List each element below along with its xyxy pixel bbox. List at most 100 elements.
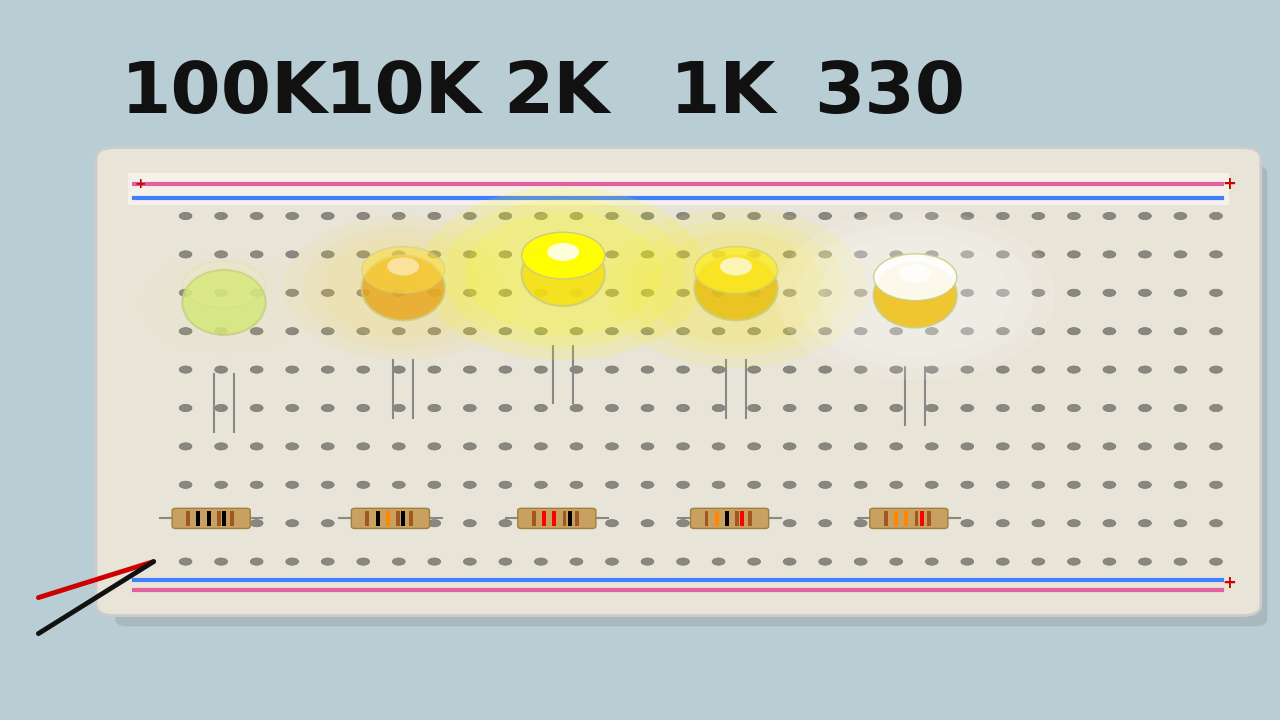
Circle shape xyxy=(854,558,867,565)
Bar xyxy=(410,511,413,526)
Circle shape xyxy=(1174,289,1187,297)
Circle shape xyxy=(783,405,796,412)
Circle shape xyxy=(393,289,406,297)
Circle shape xyxy=(1032,366,1044,373)
Bar xyxy=(218,511,221,526)
Circle shape xyxy=(428,289,440,297)
Circle shape xyxy=(1103,212,1116,220)
Circle shape xyxy=(1103,251,1116,258)
Circle shape xyxy=(890,443,902,450)
Circle shape xyxy=(890,212,902,220)
Circle shape xyxy=(463,212,476,220)
Circle shape xyxy=(1068,443,1080,450)
Circle shape xyxy=(393,558,406,565)
Bar xyxy=(704,511,709,526)
Circle shape xyxy=(321,481,334,488)
Circle shape xyxy=(1103,558,1116,565)
Circle shape xyxy=(393,328,406,335)
Circle shape xyxy=(819,558,832,565)
Circle shape xyxy=(605,328,618,335)
Circle shape xyxy=(570,251,582,258)
Circle shape xyxy=(890,405,902,412)
Circle shape xyxy=(1032,405,1044,412)
Circle shape xyxy=(499,520,512,527)
Circle shape xyxy=(570,366,582,373)
Circle shape xyxy=(641,481,654,488)
Circle shape xyxy=(393,251,406,258)
Circle shape xyxy=(783,520,796,527)
Circle shape xyxy=(854,289,867,297)
Circle shape xyxy=(357,251,370,258)
Circle shape xyxy=(215,289,228,297)
Circle shape xyxy=(783,443,796,450)
Circle shape xyxy=(1138,405,1151,412)
Circle shape xyxy=(996,558,1009,565)
Circle shape xyxy=(285,405,298,412)
Circle shape xyxy=(1138,328,1151,335)
Circle shape xyxy=(819,481,832,488)
Text: +: + xyxy=(1222,175,1235,193)
Circle shape xyxy=(819,443,832,450)
Circle shape xyxy=(179,481,192,488)
Circle shape xyxy=(535,405,548,412)
Circle shape xyxy=(1032,251,1044,258)
Circle shape xyxy=(1174,558,1187,565)
Circle shape xyxy=(605,251,618,258)
Ellipse shape xyxy=(522,232,605,279)
Circle shape xyxy=(641,405,654,412)
FancyBboxPatch shape xyxy=(517,508,595,528)
Circle shape xyxy=(570,212,582,220)
Ellipse shape xyxy=(776,210,1055,380)
Circle shape xyxy=(605,443,618,450)
Circle shape xyxy=(1068,289,1080,297)
Circle shape xyxy=(1174,405,1187,412)
Bar xyxy=(197,511,200,526)
Bar xyxy=(387,511,389,526)
Circle shape xyxy=(1032,212,1044,220)
Ellipse shape xyxy=(719,258,753,276)
Circle shape xyxy=(535,212,548,220)
Circle shape xyxy=(179,520,192,527)
Circle shape xyxy=(179,212,192,220)
Circle shape xyxy=(961,481,974,488)
Circle shape xyxy=(251,520,264,527)
Circle shape xyxy=(996,366,1009,373)
Circle shape xyxy=(677,405,690,412)
Circle shape xyxy=(925,289,938,297)
Ellipse shape xyxy=(361,247,445,294)
Circle shape xyxy=(1032,289,1044,297)
Circle shape xyxy=(251,212,264,220)
Circle shape xyxy=(677,481,690,488)
Circle shape xyxy=(321,251,334,258)
Circle shape xyxy=(357,289,370,297)
Circle shape xyxy=(285,328,298,335)
Circle shape xyxy=(535,328,548,335)
Circle shape xyxy=(1210,520,1222,527)
Circle shape xyxy=(1174,366,1187,373)
Circle shape xyxy=(890,251,902,258)
Circle shape xyxy=(641,251,654,258)
Circle shape xyxy=(428,558,440,565)
Ellipse shape xyxy=(321,236,485,340)
Circle shape xyxy=(1138,366,1151,373)
Circle shape xyxy=(1103,328,1116,335)
Circle shape xyxy=(605,481,618,488)
Bar xyxy=(568,511,572,526)
Circle shape xyxy=(1032,481,1044,488)
Circle shape xyxy=(1210,251,1222,258)
Circle shape xyxy=(961,289,974,297)
Circle shape xyxy=(215,328,228,335)
Circle shape xyxy=(321,558,334,565)
Bar xyxy=(397,511,399,526)
Circle shape xyxy=(748,405,760,412)
Circle shape xyxy=(961,212,974,220)
Circle shape xyxy=(605,212,618,220)
Circle shape xyxy=(996,481,1009,488)
Circle shape xyxy=(854,328,867,335)
Circle shape xyxy=(854,212,867,220)
Bar xyxy=(714,511,719,526)
Circle shape xyxy=(179,251,192,258)
Circle shape xyxy=(1138,558,1151,565)
Circle shape xyxy=(1174,443,1187,450)
FancyBboxPatch shape xyxy=(115,166,1267,626)
